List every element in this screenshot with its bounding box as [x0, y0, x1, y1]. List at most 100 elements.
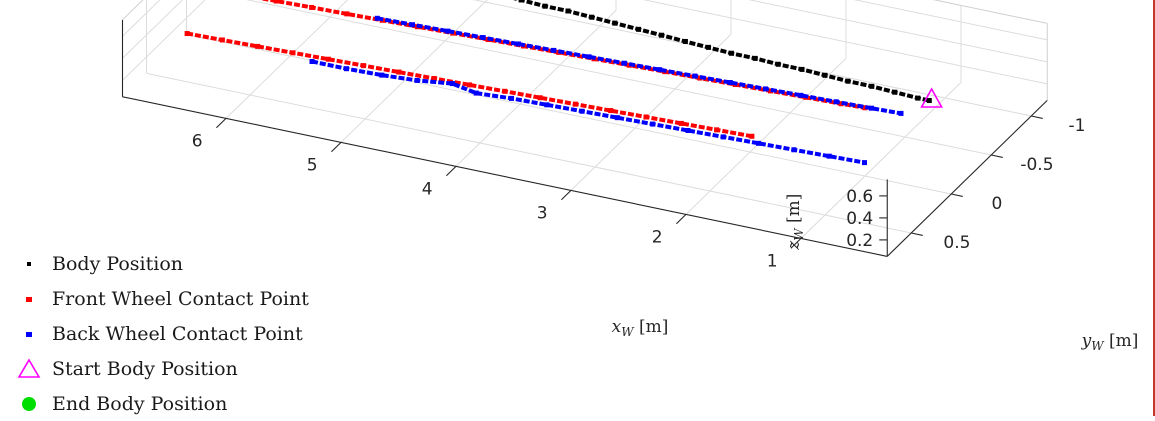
data-point — [410, 22, 416, 28]
data-point — [445, 28, 451, 34]
start-marker — [920, 87, 943, 108]
data-point — [255, 43, 261, 49]
grid-line-y-floor — [472, 0, 1032, 117]
data-point — [775, 61, 781, 67]
data-point — [678, 120, 684, 126]
grid-line-z-wall — [642, 0, 1048, 85]
data-point — [544, 102, 550, 108]
data-point — [325, 56, 331, 62]
y-tick-mark — [911, 232, 923, 236]
data-point — [749, 133, 755, 139]
right-edge-border — [1153, 0, 1155, 416]
data-point — [542, 3, 548, 9]
back-wheel-marker-icon — [26, 331, 32, 337]
x-tick-label: 3 — [537, 203, 548, 223]
triangle-marker-icon — [17, 357, 41, 378]
x-tick-label: 5 — [307, 155, 318, 175]
grid-line-z-wall — [748, 0, 1048, 63]
data-point — [621, 60, 627, 66]
data-point — [845, 78, 851, 84]
data-point — [892, 89, 898, 95]
series-0 — [513, 0, 932, 104]
circle-marker-icon — [22, 396, 36, 411]
data-point — [798, 92, 804, 98]
data-point — [643, 114, 649, 120]
legend-item-front-wheel: Front Wheel Contact Point — [6, 281, 426, 316]
data-point — [756, 140, 762, 146]
legend-label: End Body Position — [52, 392, 228, 415]
data-point — [589, 14, 595, 20]
y-tick-mark — [951, 193, 963, 197]
grid-line-x-floor — [340, 0, 488, 143]
z-tick-label: 0.6 — [846, 187, 873, 207]
legend-item-body-position: Body Position — [6, 246, 426, 281]
series-1 — [184, 0, 868, 139]
legend: Body Position Front Wheel Contact Point … — [6, 246, 426, 421]
data-point — [926, 98, 932, 104]
legend-item-end-body: End Body Position — [6, 386, 426, 421]
data-point — [862, 105, 868, 111]
data-point — [869, 83, 875, 89]
legend-label: Body Position — [52, 252, 184, 275]
x-tick-mark — [676, 214, 687, 225]
x-tick-mark — [331, 142, 342, 153]
front-wheel-marker-icon — [26, 296, 32, 302]
grid-line-x-floor — [455, 10, 617, 167]
data-point — [502, 88, 508, 94]
grid-line-x-floor — [800, 82, 962, 239]
data-point — [720, 134, 726, 140]
y-tick-label: 0.5 — [943, 233, 970, 253]
x-tick-label: 1 — [767, 251, 778, 271]
series-2 — [309, 15, 904, 166]
data-point — [657, 67, 663, 73]
data-point — [728, 50, 734, 56]
x-tick-mark — [791, 238, 802, 249]
grid-line-z-side — [122, 0, 184, 59]
data-point — [752, 55, 758, 61]
grid-line-z-side — [122, 0, 161, 37]
legend-label: Start Body Position — [52, 357, 238, 380]
grid-line-x-floor — [225, 0, 349, 119]
data-point — [467, 82, 472, 88]
data-point — [515, 41, 521, 47]
data-point — [768, 88, 773, 94]
data-point — [685, 128, 691, 133]
data-point — [309, 4, 315, 10]
data-point — [838, 101, 844, 107]
data-point — [791, 147, 797, 153]
series-path — [376, 16, 902, 116]
series-path — [311, 59, 865, 165]
data-point — [431, 75, 437, 81]
x-tick-mark — [216, 118, 227, 129]
data-point — [449, 81, 455, 87]
y-axis-label: yW [m] — [1081, 331, 1139, 353]
data-point — [374, 15, 380, 21]
x-axis-label: xW [m] — [612, 317, 669, 339]
grid-line-x-floor — [570, 34, 732, 191]
data-point — [361, 63, 367, 69]
data-point — [184, 31, 190, 37]
data-point — [551, 47, 557, 53]
data-point — [572, 101, 578, 107]
data-point — [565, 8, 571, 14]
data-point — [480, 35, 486, 41]
data-point — [614, 115, 620, 121]
data-point — [579, 108, 585, 114]
y-tick-mark — [1031, 115, 1043, 119]
data-point — [714, 127, 720, 133]
z-tick-label: 0.2 — [846, 231, 873, 251]
series-path — [513, 0, 930, 103]
data-point — [862, 160, 867, 166]
x-tick-mark — [446, 166, 457, 177]
data-point — [608, 108, 614, 114]
data-point — [650, 121, 656, 127]
data-point — [833, 99, 839, 105]
legend-item-start-body: Start Body Position — [6, 351, 426, 386]
data-point — [344, 66, 349, 72]
data-point — [396, 69, 402, 75]
data-point — [636, 26, 642, 32]
grid-line-y-floor — [186, 33, 952, 195]
y-axis-line — [886, 100, 1048, 257]
data-point — [898, 110, 904, 116]
